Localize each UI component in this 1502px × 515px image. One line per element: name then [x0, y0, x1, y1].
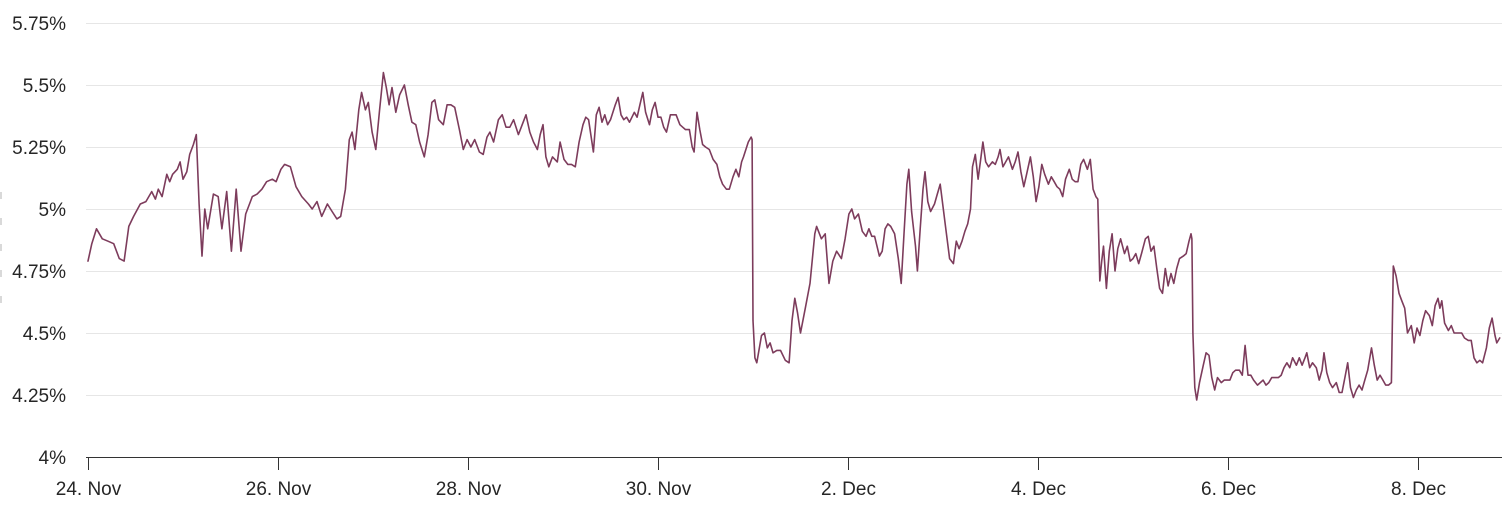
clipped-glyph-mark	[0, 296, 2, 303]
clipped-glyph-mark	[0, 192, 2, 199]
x-axis-tick-label: 2. Dec	[821, 479, 876, 500]
y-axis-tick-label: 4.75%	[12, 262, 66, 283]
y-axis-tick-label: 4.5%	[23, 324, 66, 345]
y-axis-tick-label: 5.25%	[12, 138, 66, 159]
x-axis-tick-label: 24. Nov	[56, 479, 122, 500]
x-axis-tick-label: 30. Nov	[626, 479, 692, 500]
y-axis-tick-label: 5%	[39, 200, 67, 221]
x-axis-tick-label: 28. Nov	[436, 479, 502, 500]
y-axis-tick-label: 4.25%	[12, 386, 66, 407]
x-axis-tick-label: 8. Dec	[1391, 479, 1446, 500]
x-axis-tick-label: 4. Dec	[1011, 479, 1066, 500]
y-axis-tick-label: 5.5%	[23, 76, 66, 97]
x-axis-tick-label: 26. Nov	[246, 479, 312, 500]
rate-series-line[interactable]	[87, 71, 1501, 401]
y-axis-tick-label: 5.75%	[12, 14, 66, 35]
y-axis-tick-label: 4%	[39, 448, 67, 469]
x-axis-tick-label: 6. Dec	[1201, 479, 1256, 500]
clipped-glyph-mark	[0, 244, 2, 251]
clipped-glyph-mark	[0, 270, 2, 277]
clipped-glyph-mark	[0, 218, 2, 225]
